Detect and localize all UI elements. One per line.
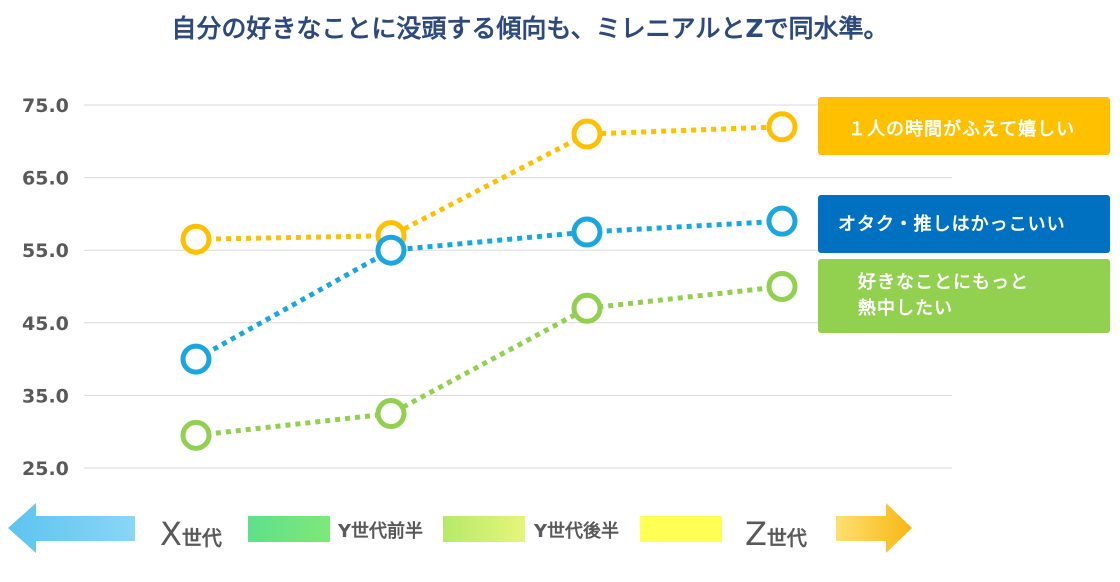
generation-label-z: Z世代	[745, 515, 807, 553]
legend-item-alone-time: １人の時間がふえて嬉しい	[818, 97, 1110, 155]
y-tick-label: 75.0	[22, 95, 69, 117]
data-point	[571, 292, 603, 324]
data-point	[571, 118, 603, 150]
legend-item-otaku: オタク・推しはかっこいい	[818, 195, 1110, 253]
data-point	[180, 419, 212, 451]
data-point	[180, 223, 212, 255]
data-point	[375, 398, 407, 430]
generation-label-y2: Y世代後半	[533, 520, 619, 542]
generation-bar-y3	[640, 516, 722, 542]
y-tick-label: 25.0	[22, 458, 69, 480]
arrow-right-icon	[836, 503, 912, 553]
legend-item-passion: 好きなことにもっと 熱中したい	[818, 259, 1110, 333]
legend-label: オタク・推しはかっこいい	[838, 214, 1066, 235]
gridlines	[84, 104, 952, 469]
y-tick-label: 45.0	[22, 313, 69, 335]
series-1	[180, 205, 798, 375]
y-tick-label: 65.0	[22, 168, 69, 190]
data-point	[766, 111, 798, 143]
y-tick-label: 55.0	[22, 240, 69, 262]
data-point	[571, 216, 603, 248]
generation-bar-y1	[248, 516, 330, 542]
series-0	[180, 111, 798, 255]
data-point	[766, 271, 798, 302]
arrow-left-icon	[8, 503, 135, 553]
series-2	[180, 271, 798, 451]
y-axis: 75.0 65.0 55.0 45.0 35.0 25.0	[22, 95, 69, 480]
generation-label-y1: Y世代前半	[337, 520, 423, 542]
data-point	[180, 343, 212, 375]
series-line	[194, 218, 783, 362]
data-point	[375, 234, 407, 266]
series-line	[195, 124, 783, 242]
series-group	[180, 111, 798, 451]
legend-label-line-1: 好きなことにもっと	[858, 272, 1029, 293]
data-point	[766, 205, 798, 237]
chart-title: 自分の好きなことに没頭する傾向も、ミレニアルとZで同水準。	[171, 14, 888, 43]
generation-label-x: X世代	[160, 515, 222, 553]
y-tick-label: 35.0	[22, 385, 69, 407]
generation-band: X世代 Y世代前半 Y世代後半 Z世代	[8, 503, 912, 553]
generation-bar-y2	[443, 516, 525, 542]
legend-label: １人の時間がふえて嬉しい	[848, 119, 1076, 140]
legend-label-line-2: 熱中したい	[858, 298, 953, 319]
